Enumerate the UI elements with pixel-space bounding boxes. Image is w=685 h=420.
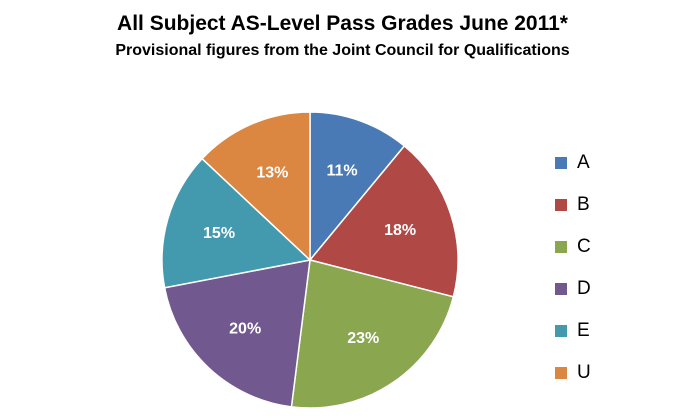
legend-label: B bbox=[577, 194, 590, 215]
chart-title: All Subject AS-Level Pass Grades June 20… bbox=[117, 12, 568, 35]
pie-slice-e bbox=[161, 157, 312, 289]
legend-swatch bbox=[555, 199, 567, 211]
legend-label: U bbox=[577, 362, 591, 383]
slice-label-a: 11% bbox=[327, 162, 358, 179]
pie-slice-c bbox=[290, 259, 455, 409]
slice-label-u: 13% bbox=[256, 165, 288, 182]
legend-swatch bbox=[555, 283, 567, 295]
legend-swatch bbox=[555, 325, 567, 337]
pie-slice-a bbox=[309, 111, 406, 263]
slice-label-b: 18% bbox=[384, 222, 416, 239]
legend-swatch bbox=[555, 367, 567, 379]
legend-swatch bbox=[555, 241, 567, 253]
legend-label: E bbox=[577, 320, 590, 341]
slice-label-c: 23% bbox=[347, 330, 379, 347]
chart-subtitle: Provisional figures from the Joint Counc… bbox=[115, 42, 570, 59]
legend-swatch bbox=[555, 157, 567, 169]
pie-slice-u bbox=[201, 111, 311, 262]
legend-label: A bbox=[577, 152, 590, 173]
slice-label-d: 20% bbox=[229, 321, 261, 338]
legend-label: C bbox=[577, 236, 591, 257]
pie-slice-d bbox=[163, 259, 311, 408]
legend-label: D bbox=[577, 278, 591, 299]
pie-slice-b bbox=[308, 144, 459, 298]
slice-label-e: 15% bbox=[203, 225, 235, 242]
